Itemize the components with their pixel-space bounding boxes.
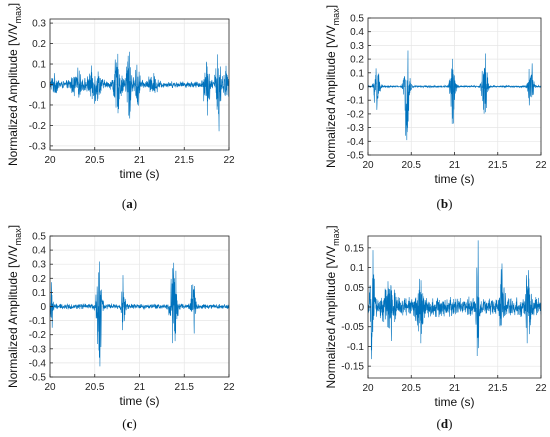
x-axis-label: time (s) bbox=[435, 395, 475, 409]
y-tick-label: 0.1 bbox=[32, 288, 46, 299]
y-tick-label: -0.4 bbox=[29, 358, 47, 369]
x-tick-label: 20.5 bbox=[85, 155, 105, 166]
y-tick-label: -0.1 bbox=[29, 316, 47, 327]
series-line-signal bbox=[367, 240, 542, 360]
x-tick-label: 22 bbox=[535, 383, 547, 394]
y-axis-label: Normalized Amplitude [V/Vmax] bbox=[6, 3, 23, 166]
y-tick-label: 0.3 bbox=[32, 260, 46, 271]
x-tick-label: 21.5 bbox=[175, 382, 195, 393]
x-tick-label: 22 bbox=[535, 160, 547, 171]
y-tick-label: 0.3 bbox=[350, 41, 364, 52]
y-tick-label: 0 bbox=[40, 302, 46, 313]
y-tick-label: 0 bbox=[40, 80, 46, 91]
y-tick-label: 0.15 bbox=[345, 243, 365, 254]
y-tick-label: -0.05 bbox=[341, 322, 364, 333]
x-tick-label: 20.5 bbox=[402, 160, 422, 171]
series-line-signal bbox=[367, 50, 542, 141]
chart-panel-c: 20 20.5 21 21.5 22 0.5 0.4 0.3 0.2 0.1 0 -0.1 -0.2 -0… bbox=[6, 225, 235, 431]
y-tick-label: 0.4 bbox=[350, 27, 364, 38]
y-tick-label: 0.2 bbox=[350, 55, 364, 66]
x-tick-label: 20 bbox=[362, 160, 374, 171]
x-tick-label: 21.5 bbox=[488, 383, 508, 394]
x-tick-label: 21.5 bbox=[488, 160, 508, 171]
x-tick-label: 21 bbox=[134, 155, 146, 166]
y-tick-label: 0.4 bbox=[32, 246, 46, 257]
x-tick-label: 21 bbox=[449, 383, 461, 394]
y-tick-label: 0.5 bbox=[32, 232, 46, 243]
y-tick-label: 0.1 bbox=[32, 60, 46, 71]
y-tick-label: -0.2 bbox=[29, 121, 47, 132]
x-tick-label: 20 bbox=[362, 383, 374, 394]
y-axis-label: Normalized Amplitude [V/Vmax] bbox=[324, 225, 341, 388]
y-tick-label: 0 bbox=[358, 82, 364, 93]
y-tick-label: 0 bbox=[358, 303, 364, 314]
series-line-signal bbox=[49, 261, 230, 367]
x-tick-label: 21 bbox=[134, 382, 146, 393]
x-axis-label: time (s) bbox=[120, 167, 160, 181]
y-tick-label: -0.3 bbox=[347, 123, 365, 134]
series-line-signal bbox=[49, 51, 230, 132]
x-tick-label: 22 bbox=[223, 382, 235, 393]
chart-panel-b: 20 20.5 21 21.5 22 0.5 0.4 0.3 0.2 0.1 0 -0.1 -0.2 -0… bbox=[324, 5, 547, 211]
x-tick-label: 20 bbox=[44, 155, 56, 166]
x-tick-label: 22 bbox=[223, 155, 235, 166]
y-tick-label: 0.05 bbox=[345, 283, 365, 294]
chart-panel-d: 20 20.5 21 21.5 22 0.15 0.1 0.05 0 -0.05 -0.1 -0.15… bbox=[324, 225, 547, 431]
y-tick-label: -0.1 bbox=[347, 96, 365, 107]
panel-caption: (c) bbox=[122, 416, 136, 431]
x-tick-label: 20.5 bbox=[85, 382, 105, 393]
y-tick-label: -0.3 bbox=[29, 344, 47, 355]
panel-caption: (a) bbox=[122, 196, 137, 211]
y-tick-label: 0.2 bbox=[32, 39, 46, 50]
y-tick-label: -0.1 bbox=[347, 342, 365, 353]
y-tick-label: -0.1 bbox=[29, 100, 47, 111]
x-tick-label: 20 bbox=[44, 382, 56, 393]
y-tick-label: -0.2 bbox=[29, 330, 47, 341]
y-tick-label: -0.3 bbox=[29, 141, 47, 152]
y-tick-label: 0.1 bbox=[350, 263, 364, 274]
y-tick-label: -0.5 bbox=[347, 151, 365, 162]
x-axis-label: time (s) bbox=[120, 394, 160, 408]
x-tick-label: 21.5 bbox=[175, 155, 195, 166]
y-axis-label: Normalized Amplitude [V/Vmax] bbox=[324, 5, 341, 168]
y-tick-label: 0.3 bbox=[32, 19, 46, 30]
y-axis-label: Normalized Amplitude [V/Vmax] bbox=[6, 225, 23, 388]
y-tick-label: 0.1 bbox=[350, 68, 364, 79]
x-tick-label: 21 bbox=[449, 160, 461, 171]
y-tick-label: 0.2 bbox=[32, 274, 46, 285]
y-tick-label: 0.5 bbox=[350, 14, 364, 25]
y-tick-label: -0.5 bbox=[29, 373, 47, 384]
x-tick-label: 20.5 bbox=[402, 383, 422, 394]
chart-panel-a: 20 20.5 21 21.5 22 0.3 0.2 0.1 0 -0.1 -0.2 -0.3 time… bbox=[6, 3, 235, 211]
y-tick-label: -0.4 bbox=[347, 137, 365, 148]
panel-caption: (d) bbox=[437, 416, 453, 431]
y-tick-label: -0.15 bbox=[341, 362, 364, 373]
x-axis-label: time (s) bbox=[435, 172, 475, 186]
y-tick-label: -0.2 bbox=[347, 109, 365, 120]
panel-caption: (b) bbox=[437, 196, 453, 211]
